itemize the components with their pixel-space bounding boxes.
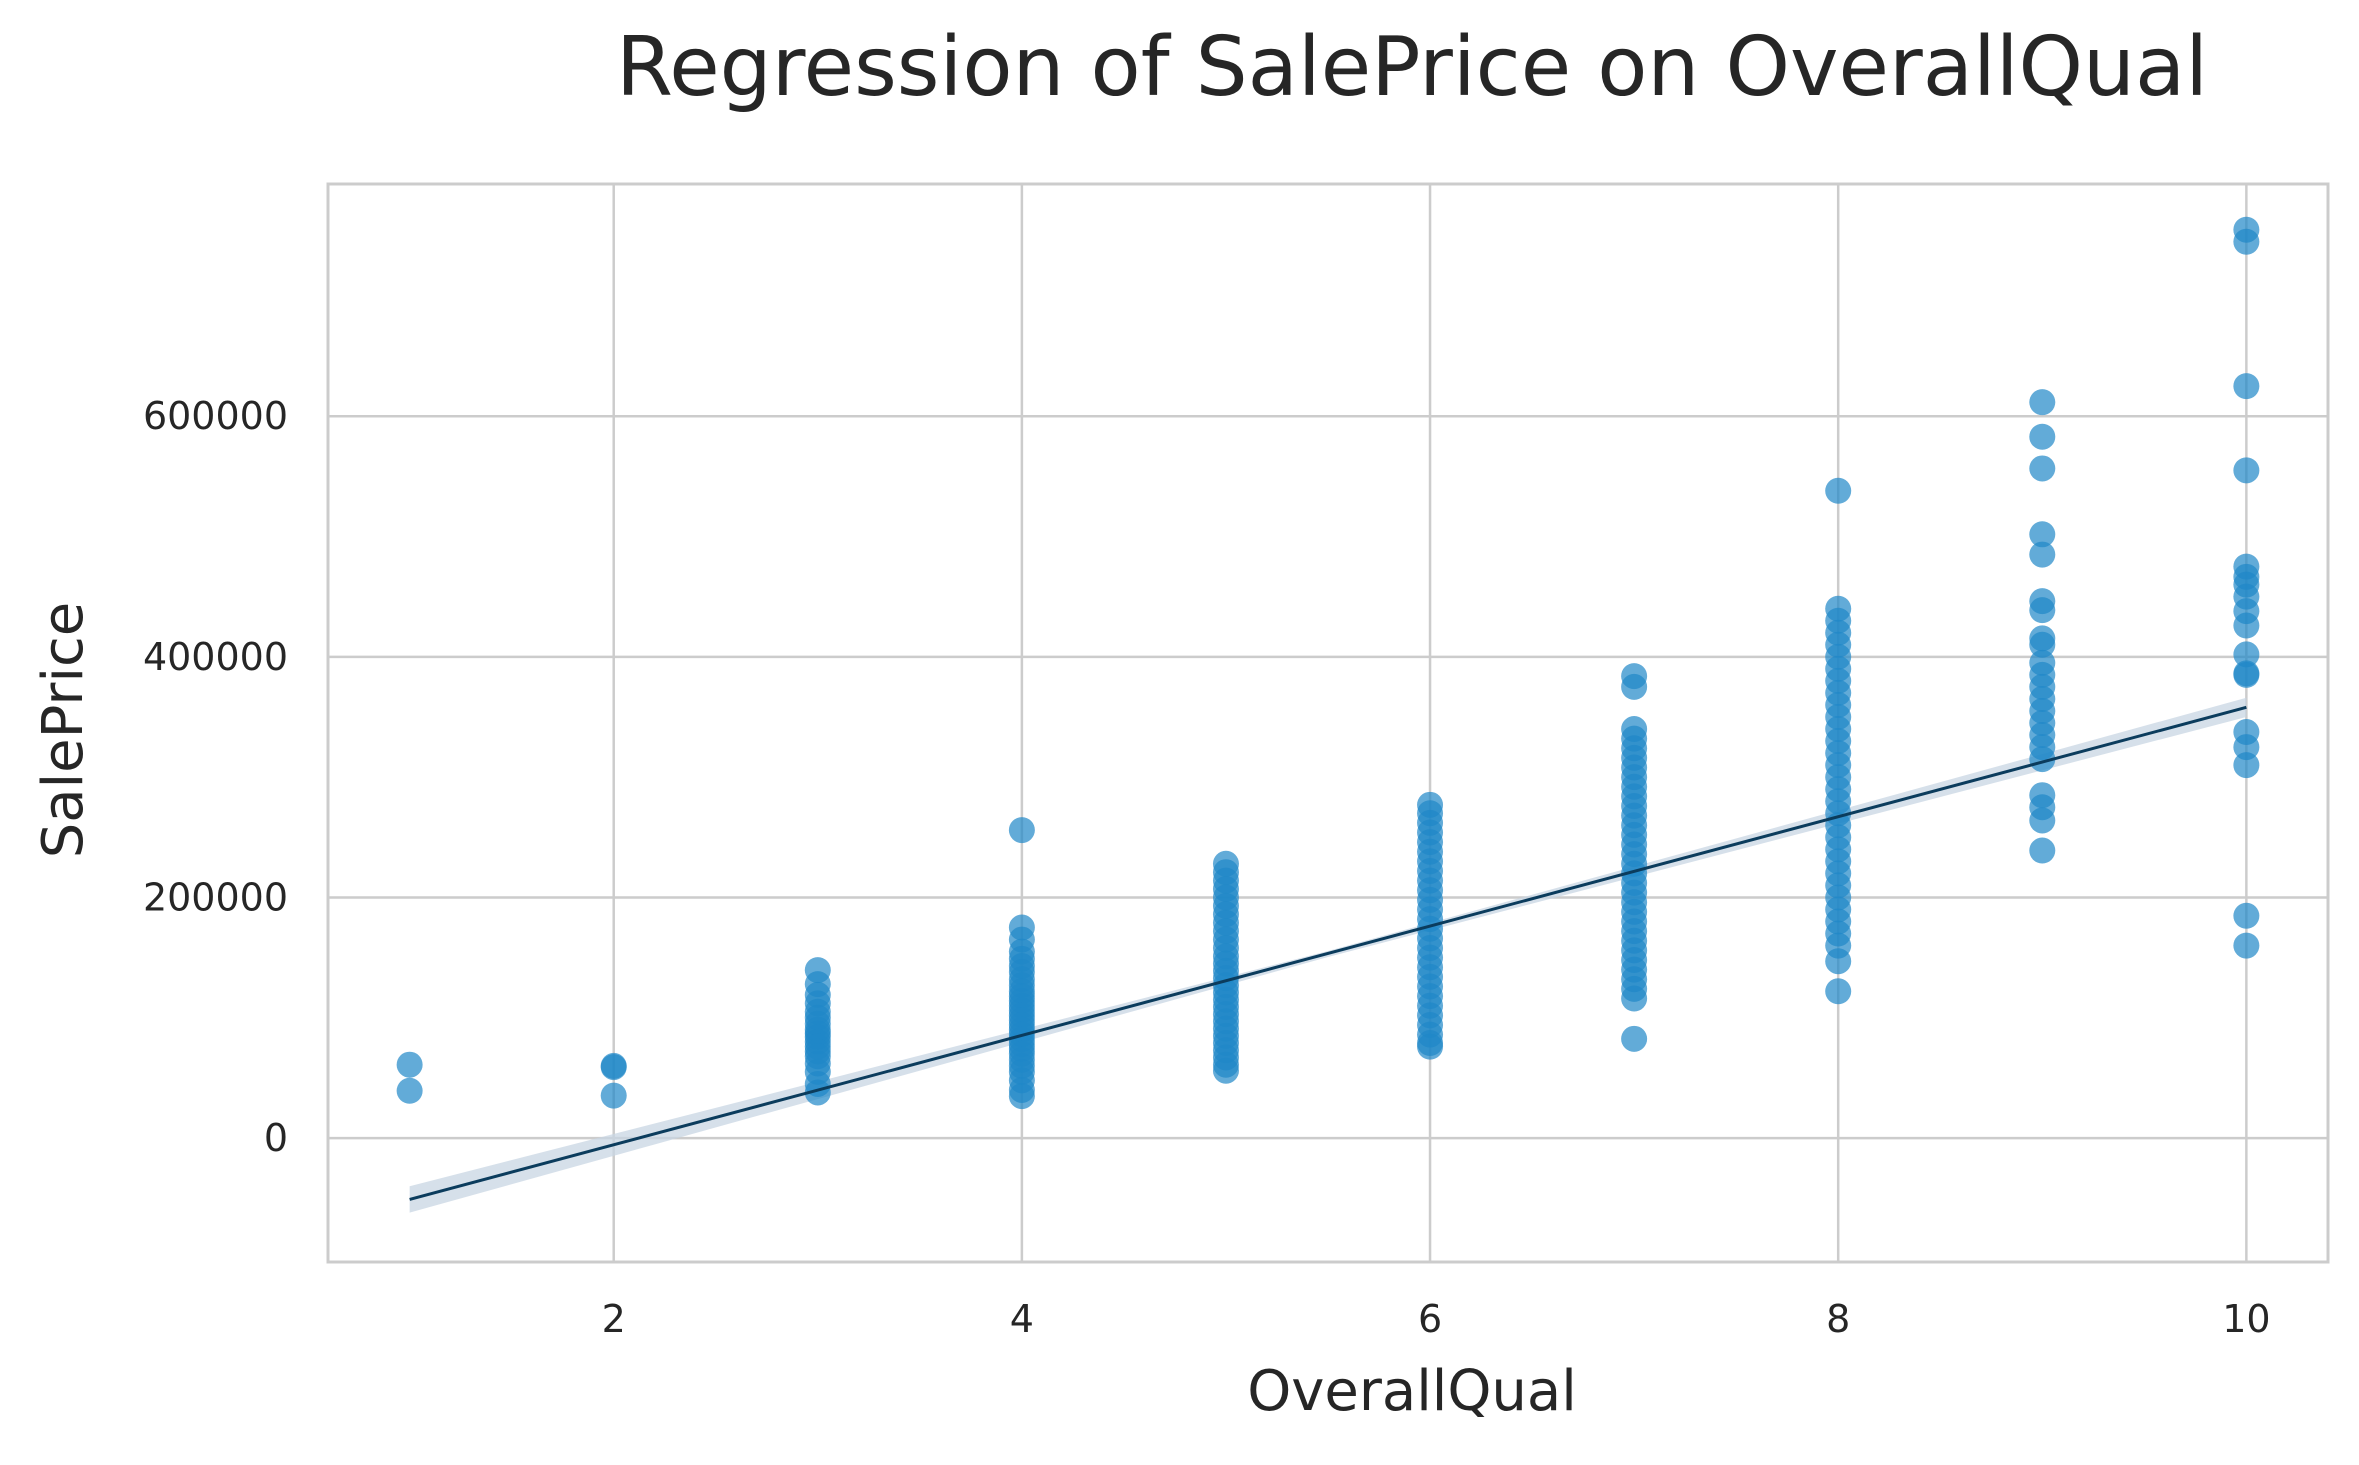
x-tick-label-3: 8 [1826, 1297, 1850, 1341]
data-point-188 [2029, 746, 2056, 773]
grid [328, 184, 2328, 1262]
x-tick-label-2: 6 [1418, 1297, 1442, 1341]
data-point-169 [1825, 948, 1852, 975]
data-point-137 [1621, 985, 1648, 1012]
data-point-209 [2233, 902, 2260, 929]
data-point-139 [1825, 477, 1852, 504]
chart-title: Regression of SalePrice on OverallQual [616, 20, 2208, 115]
data-point-203 [2233, 641, 2260, 668]
data-point-79 [1212, 1057, 1239, 1084]
data-point-3 [600, 1054, 627, 1081]
regression-line-layer [409, 705, 2247, 1201]
data-point-1 [396, 1077, 423, 1104]
data-point-194 [2233, 228, 2260, 255]
data-point-138 [1621, 1025, 1648, 1052]
data-point-51 [1008, 1083, 1035, 1110]
confidence-band [409, 697, 2247, 1213]
scatter-points [396, 216, 2260, 1110]
y-tick-label-2: 400000 [143, 635, 288, 679]
data-point-22 [804, 1079, 831, 1106]
data-point-192 [2029, 837, 2056, 864]
confidence-band-layer [409, 697, 2247, 1213]
y-tick-label-3: 600000 [143, 394, 288, 438]
data-point-210 [2233, 932, 2260, 959]
data-point-172 [2029, 423, 2056, 450]
y-tick-labels: 0 200000 400000 600000 [143, 394, 288, 1160]
plot-frame [326, 182, 2330, 1264]
x-tick-label-4: 10 [2222, 1297, 2270, 1341]
data-point-173 [2029, 455, 2056, 482]
data-point-23 [1008, 817, 1035, 844]
regression-line [409, 705, 2247, 1201]
data-point-208 [2233, 752, 2260, 779]
data-point-207 [2233, 734, 2260, 761]
x-tick-labels: 2 4 6 8 10 [602, 1297, 2271, 1341]
data-point-171 [2029, 389, 2056, 416]
data-point-108 [1621, 673, 1648, 700]
data-point-175 [2029, 541, 2056, 568]
data-point-170 [1825, 978, 1852, 1005]
data-point-0 [396, 1051, 423, 1078]
y-tick-label-0: 0 [264, 1116, 288, 1160]
x-tick-label-1: 4 [1010, 1297, 1034, 1341]
data-point-191 [2029, 807, 2056, 834]
y-tick-label-1: 200000 [143, 875, 288, 919]
data-point-196 [2233, 457, 2260, 484]
data-point-179 [2029, 631, 2056, 658]
x-tick-label-0: 2 [602, 1297, 626, 1341]
x-axis-label: OverallQual [1247, 1359, 1577, 1424]
data-point-205 [2233, 661, 2260, 688]
data-point-4 [600, 1082, 627, 1109]
data-point-195 [2233, 373, 2260, 400]
y-axis-label: SalePrice [31, 602, 96, 858]
data-point-174 [2029, 521, 2056, 548]
data-point-202 [2233, 612, 2260, 639]
data-point-177 [2029, 597, 2056, 624]
data-point-106 [1417, 1033, 1444, 1060]
